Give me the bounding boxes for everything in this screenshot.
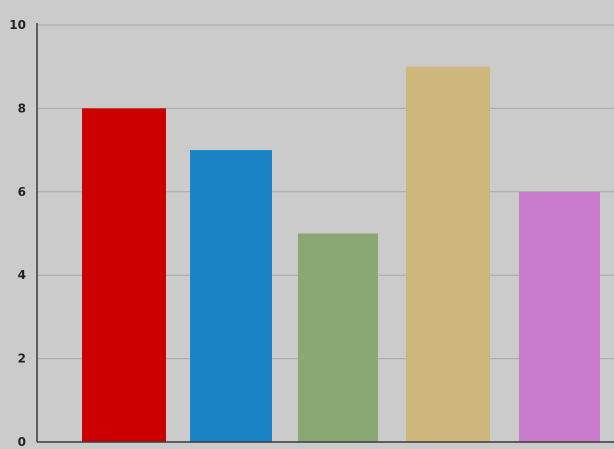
y-tick-label-8: 8 <box>18 101 26 115</box>
bar-2 <box>190 150 272 442</box>
y-tick-label-0: 0 <box>18 435 26 449</box>
bar-4 <box>406 66 490 442</box>
y-tick-label-2: 2 <box>18 352 26 366</box>
y-tick-label-10: 10 <box>9 18 26 32</box>
bar-1 <box>82 108 166 443</box>
axes <box>36 23 614 443</box>
bars <box>82 66 600 443</box>
y-tick-label-4: 4 <box>18 268 26 282</box>
y-tick-labels: 0 2 4 6 8 10 <box>9 18 26 449</box>
bar-3 <box>298 233 378 442</box>
bar-5 <box>519 191 600 442</box>
y-tick-label-6: 6 <box>18 185 26 199</box>
